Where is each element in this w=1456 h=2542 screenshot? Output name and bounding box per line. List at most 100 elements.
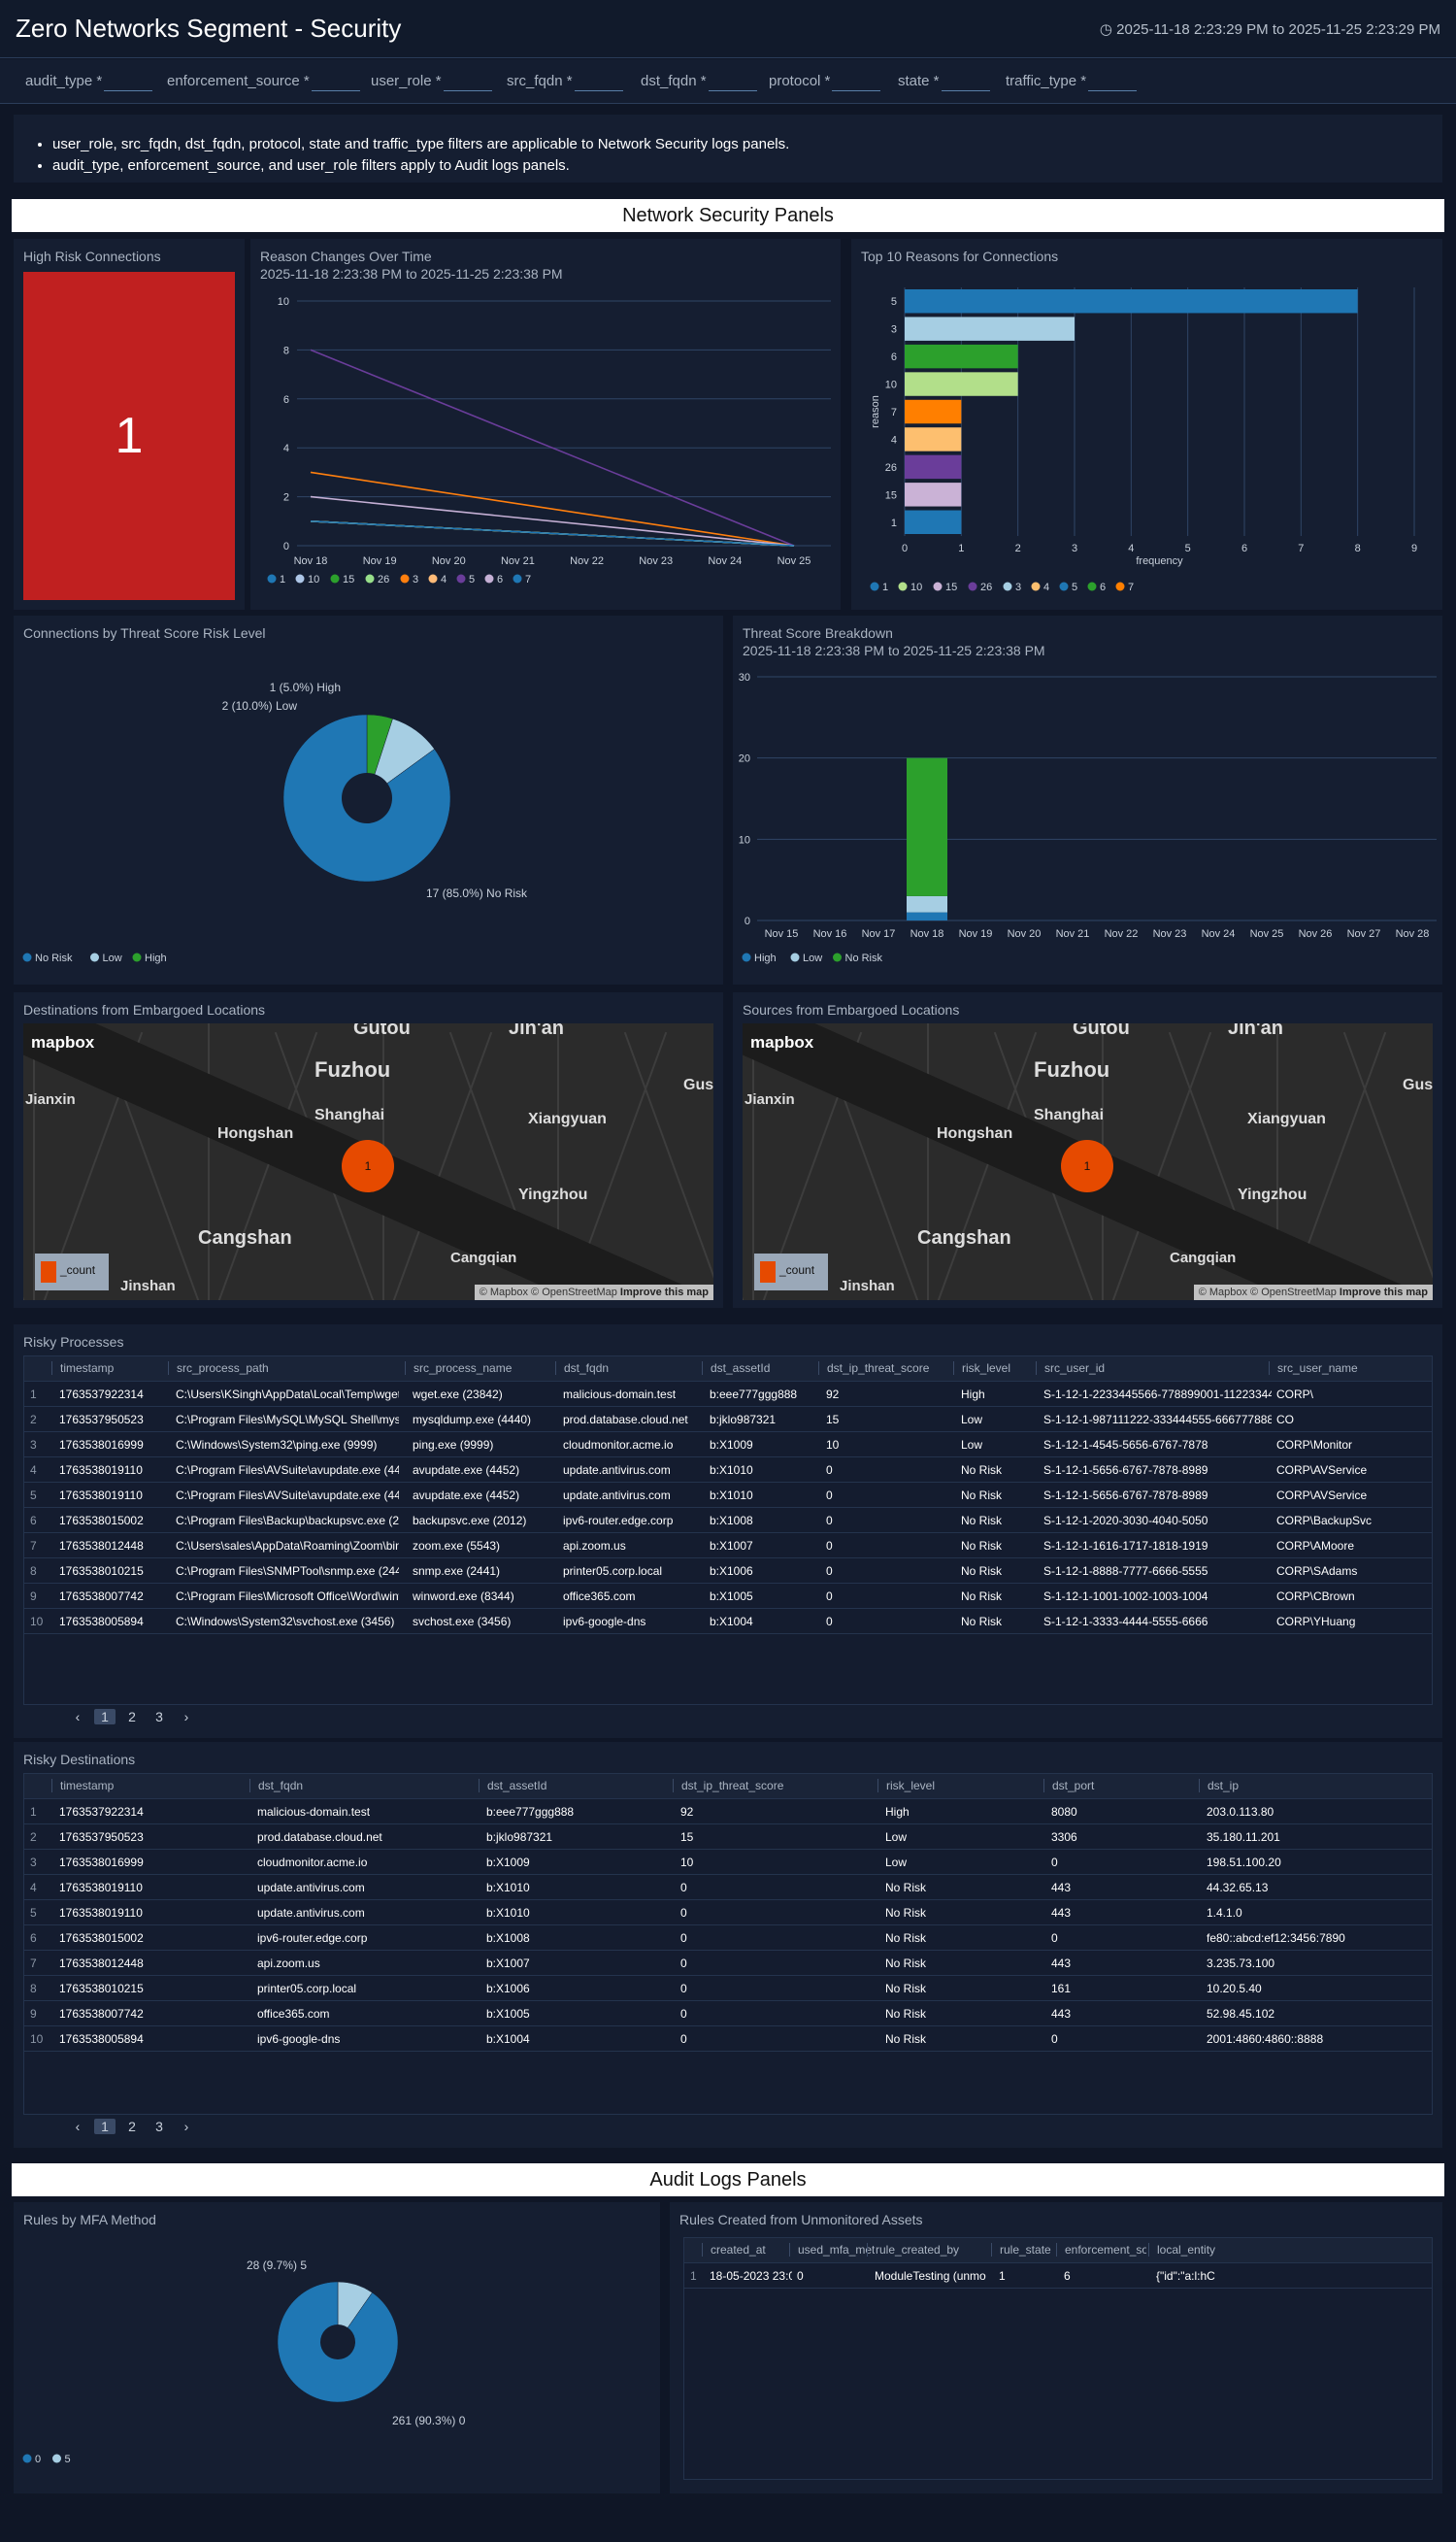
- table-row[interactable]: 3 1763538016999 cloudmonitor.acme.io b:X100…: [24, 1850, 1432, 1875]
- filter-4[interactable]: dst_fqdn *: [641, 73, 757, 91]
- legend-label: 26: [378, 574, 389, 585]
- filter-input[interactable]: [311, 78, 360, 91]
- map-marker[interactable]: 1: [342, 1140, 394, 1192]
- improve-map-link[interactable]: Improve this map: [619, 1287, 709, 1298]
- column-header-src_user_id[interactable]: src_user_id: [1036, 1361, 1272, 1375]
- column-header-used_mfa_method[interactable]: used_mfa_method: [789, 2243, 875, 2257]
- cell-dst_fqdn: ipv6-google-dns: [257, 2032, 341, 2046]
- filter-2[interactable]: user_role *: [371, 73, 492, 91]
- row-number: 3: [30, 1438, 37, 1452]
- map-place-label: Jianxin: [25, 1091, 76, 1108]
- table-row[interactable]: 6 1763538015002 C:\Program Files\Backup\ba…: [24, 1508, 1432, 1533]
- filter-6[interactable]: state *: [898, 73, 990, 91]
- column-header-dst_fqdn[interactable]: dst_fqdn: [555, 1361, 709, 1375]
- page-3[interactable]: 3: [155, 1709, 163, 1724]
- page-1[interactable]: 1: [94, 1709, 116, 1724]
- table-row[interactable]: 9 1763538007742 C:\Program Files\Microsoft…: [24, 1584, 1432, 1609]
- map-place-label: Hongshan: [217, 1125, 294, 1142]
- table-row[interactable]: 6 1763538015002 ipv6-router.edge.corp b:X10…: [24, 1925, 1432, 1951]
- table-row[interactable]: 2 1763537950523 prod.database.cloud.net b:j…: [24, 1824, 1432, 1850]
- sources-map[interactable]: Gutou Jin'an Fuzhou Gusha Jianxin Shanghai Hon…: [743, 1023, 1433, 1300]
- page-2[interactable]: 2: [128, 2119, 136, 2134]
- table-row[interactable]: 4 1763538019110 C:\Program Files\AVSuite\a…: [24, 1457, 1432, 1483]
- column-header-dst_fqdn[interactable]: dst_fqdn: [249, 1779, 480, 1792]
- row-number: 1: [30, 1388, 37, 1401]
- prev-page-button[interactable]: ‹: [75, 2119, 81, 2134]
- next-page-button[interactable]: ›: [183, 2119, 189, 2134]
- column-header-dst_port[interactable]: dst_port: [1043, 1779, 1202, 1792]
- page-1[interactable]: 1: [94, 2119, 116, 2134]
- column-header-risk_level[interactable]: risk_level: [877, 1779, 1045, 1792]
- y-tick-label: 10: [278, 296, 289, 308]
- filter-input[interactable]: [1088, 78, 1138, 91]
- page-3[interactable]: 3: [155, 2119, 163, 2134]
- table-row[interactable]: 7 1763538012448 api.zoom.us b:X1007 0 No Risk…: [24, 1951, 1432, 1976]
- improve-map-link[interactable]: Improve this map: [1339, 1287, 1428, 1298]
- column-header-src_user_name[interactable]: src_user_name: [1269, 1361, 1432, 1375]
- cell-timestamp: 1763538007742: [59, 1589, 144, 1603]
- filter-5[interactable]: protocol *: [769, 73, 881, 91]
- column-header-dst_assetId[interactable]: dst_assetId: [702, 1361, 821, 1375]
- table-row[interactable]: 1 18-05-2023 23:02:34 0 ModuleTesting (unmo…: [684, 2263, 1432, 2289]
- cell-dst_assetId: b:X1009: [486, 1856, 530, 1869]
- column-header-enforcement_source[interactable]: enforcement_source: [1056, 2243, 1146, 2257]
- table-row[interactable]: 8 1763538010215 C:\Program Files\SNMPTool\…: [24, 1558, 1432, 1584]
- filter-input[interactable]: [708, 78, 757, 91]
- legend-swatch: [1031, 582, 1041, 591]
- column-header-dst_ip[interactable]: dst_ip: [1199, 1779, 1430, 1792]
- filter-label: user_role *: [371, 73, 442, 89]
- filter-input[interactable]: [443, 78, 492, 91]
- column-header-created_at[interactable]: created_at: [702, 2243, 792, 2257]
- filter-input[interactable]: [104, 78, 153, 91]
- table-row[interactable]: 2 1763537950523 C:\Program Files\MySQL\MyS…: [24, 1407, 1432, 1432]
- table-row[interactable]: 5 1763538019110 update.antivirus.com b:X101…: [24, 1900, 1432, 1925]
- table-row[interactable]: 1 1763537922314 malicious-domain.test b:eee…: [24, 1799, 1432, 1824]
- table-row[interactable]: 10 1763538005894 C:\Windows\System32\svcho…: [24, 1609, 1432, 1634]
- time-range-picker[interactable]: ◷ 2025-11-18 2:23:29 PM to 2025-11-25 2:…: [1100, 20, 1440, 38]
- column-header-dst_ip_threat_score[interactable]: dst_ip_threat_score: [818, 1361, 957, 1375]
- table-row[interactable]: 9 1763538007742 office365.com b:X1005 0 No Ri…: [24, 2001, 1432, 2026]
- map-marker[interactable]: 1: [1061, 1140, 1113, 1192]
- destinations-map[interactable]: Gutou Jin'an Fuzhou Gusha Jianxin Shanghai Hon…: [23, 1023, 713, 1300]
- page-title: Zero Networks Segment - Security: [16, 14, 402, 43]
- table-row[interactable]: 3 1763538016999 C:\Windows\System32\ping.e…: [24, 1432, 1432, 1457]
- column-header-dst_ip_threat_score[interactable]: dst_ip_threat_score: [673, 1779, 879, 1792]
- row-number: 1: [690, 2269, 697, 2283]
- table-row[interactable]: 8 1763538010215 printer05.corp.local b:X100…: [24, 1976, 1432, 2001]
- next-page-button[interactable]: ›: [183, 1709, 189, 1724]
- filter-0[interactable]: audit_type *: [25, 73, 153, 91]
- column-header-timestamp[interactable]: timestamp: [51, 1361, 205, 1375]
- x-tick-label: 3: [1072, 543, 1077, 554]
- y-tick-label: 6: [283, 394, 289, 406]
- filter-input[interactable]: [832, 78, 881, 91]
- filter-1[interactable]: enforcement_source *: [167, 73, 360, 91]
- filter-input[interactable]: [574, 78, 623, 91]
- column-header-local_entity[interactable]: local_entity: [1148, 2243, 1234, 2257]
- panel-title: Reason Changes Over Time: [260, 249, 432, 264]
- cell-risk_level: No Risk: [961, 1488, 1003, 1502]
- table-row[interactable]: 4 1763538019110 update.antivirus.com b:X101…: [24, 1875, 1432, 1900]
- page-2[interactable]: 2: [128, 1709, 136, 1724]
- table-row[interactable]: 5 1763538019110 C:\Program Files\AVSuite\a…: [24, 1483, 1432, 1508]
- legend-label: 5: [1072, 582, 1077, 593]
- filter-7[interactable]: traffic_type *: [1006, 73, 1138, 91]
- column-header-rule_state[interactable]: rule_state: [991, 2243, 1052, 2257]
- table-row[interactable]: 10 1763538005894 ipv6-google-dns b:X1004 0 No…: [24, 2026, 1432, 2052]
- filter-3[interactable]: src_fqdn *: [507, 73, 623, 91]
- map-place-label: Jinshan: [840, 1278, 895, 1294]
- prev-page-button[interactable]: ‹: [75, 1709, 81, 1724]
- table-row[interactable]: 7 1763538012448 C:\Users\sales\AppData\Roa…: [24, 1533, 1432, 1558]
- cell-src_user_id: S-1-12-1-1001-1002-1003-1004: [1043, 1589, 1208, 1603]
- column-header-src_process_path[interactable]: src_process_path: [168, 1361, 399, 1375]
- table-row[interactable]: 1 1763537922314 C:\Users\KSingh\AppData\Lo…: [24, 1382, 1432, 1407]
- map-place-label: Shanghai: [314, 1107, 385, 1123]
- cell-dst_port: 443: [1051, 1906, 1072, 1920]
- filter-input[interactable]: [941, 78, 990, 91]
- cell-dst_ip_threat_score: 15: [826, 1413, 840, 1426]
- column-header-timestamp[interactable]: timestamp: [51, 1779, 244, 1792]
- column-header-dst_assetId[interactable]: dst_assetId: [479, 1779, 680, 1792]
- column-header-rule_created_by[interactable]: rule_created_by: [867, 2243, 986, 2257]
- column-header-risk_level[interactable]: risk_level: [953, 1361, 1039, 1375]
- row-number: 6: [30, 1514, 37, 1527]
- column-header-src_process_name[interactable]: src_process_name: [405, 1361, 553, 1375]
